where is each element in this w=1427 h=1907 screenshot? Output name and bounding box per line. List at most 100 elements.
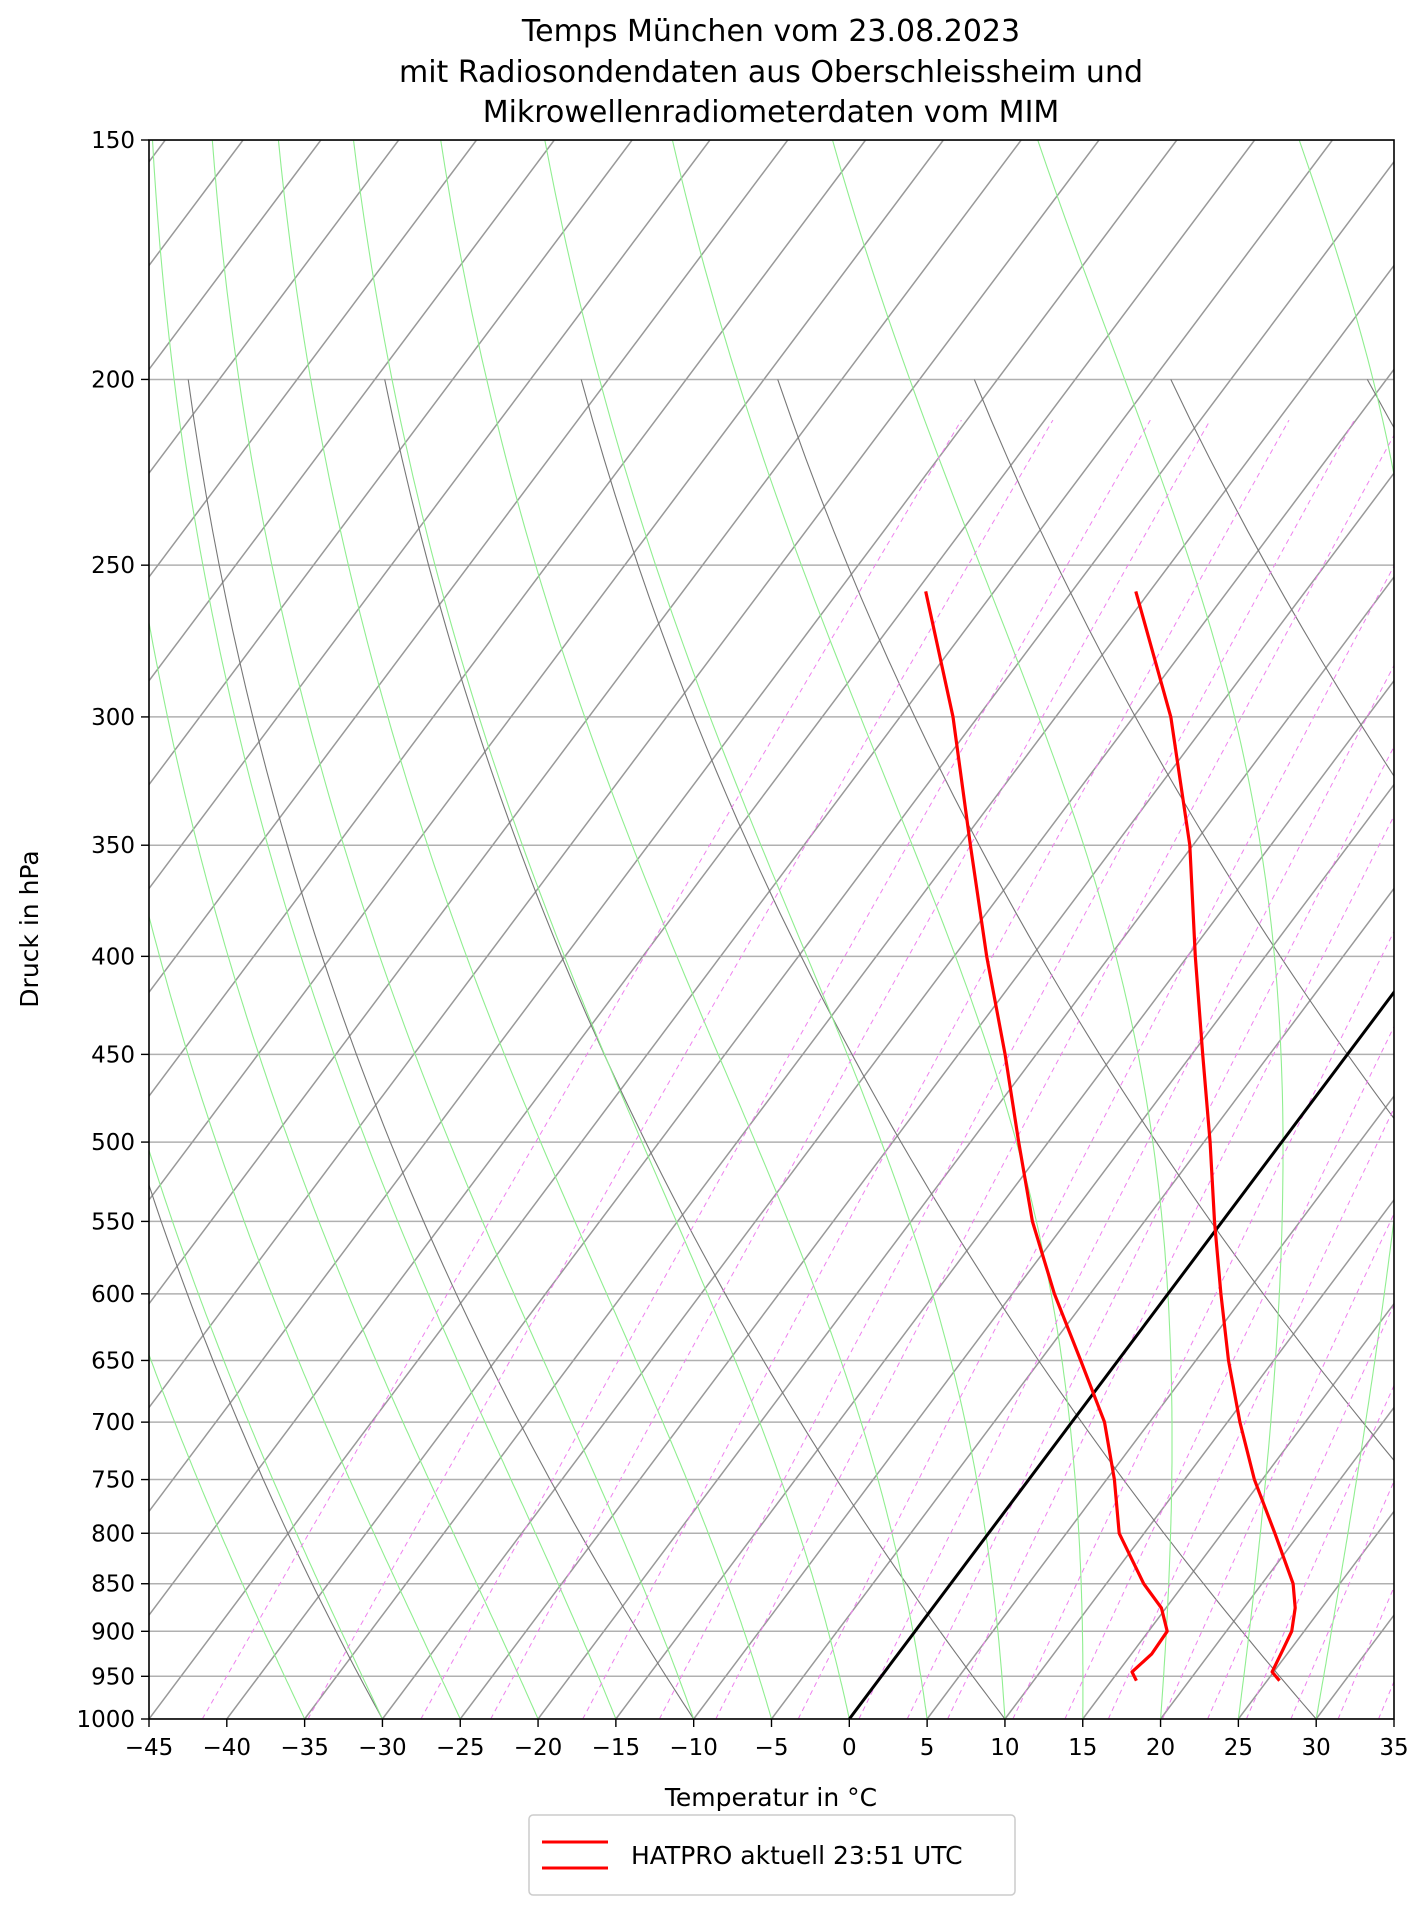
isotherm--5 xyxy=(770,887,1394,1719)
isotherm-5 xyxy=(926,1094,1394,1719)
x-axis-label: Temperatur in °C xyxy=(664,1783,877,1812)
y-tick-label: 900 xyxy=(91,1619,135,1645)
mixing-ratio-18 xyxy=(1207,1303,1394,1719)
dry-adiabat-70 xyxy=(973,379,1394,1120)
isotherm--50 xyxy=(149,140,1256,1617)
dry-adiabat--10 xyxy=(187,379,695,1719)
x-tick-label: −30 xyxy=(358,1735,407,1761)
x-tick-label: 0 xyxy=(842,1735,857,1761)
moist-adiabat--15 xyxy=(151,140,617,1719)
series-dewpoint xyxy=(924,591,1169,1682)
y-tick-label: 200 xyxy=(91,367,135,393)
y-tick-label: 450 xyxy=(91,1042,135,1068)
mixing-ratio-0.1 xyxy=(201,419,962,1719)
isotherm--90 xyxy=(149,140,633,786)
y-axis-label: Druck in hPa xyxy=(15,850,44,1007)
isotherm--20 xyxy=(537,575,1394,1719)
y-tick-label: 650 xyxy=(91,1348,135,1374)
mixing-ratio-12 xyxy=(1107,1107,1394,1719)
y-tick-label: 800 xyxy=(91,1521,135,1547)
mixing-ratio-0.2 xyxy=(307,419,1054,1719)
x-tick-label: −15 xyxy=(592,1735,641,1761)
chart-title: Temps München vom 23.08.2023 mit Radioso… xyxy=(399,14,1143,130)
isotherm--80 xyxy=(149,140,789,994)
moist-adiabat-35 xyxy=(1393,1716,1394,1719)
moist-adiabat-25 xyxy=(1037,140,1284,1719)
background-grid xyxy=(0,140,1394,1719)
moist-adiabat-10 xyxy=(544,140,1006,1719)
isotherm--130 xyxy=(0,140,10,1719)
mixing-ratio-3 xyxy=(797,564,1394,1719)
isotherm--85 xyxy=(149,140,711,890)
isotherm--55 xyxy=(149,140,1178,1513)
isotherm-10 xyxy=(1004,1198,1394,1719)
y-tick-label: 550 xyxy=(91,1209,135,1235)
y-tick-label: 850 xyxy=(91,1572,135,1598)
isotherm--60 xyxy=(149,140,1100,1409)
x-tick-label: 5 xyxy=(920,1735,935,1761)
mixing-ratio-4 xyxy=(858,664,1394,1719)
isotherm-15 xyxy=(1082,1302,1394,1719)
y-tick-label: 250 xyxy=(91,553,135,579)
title-line-2: mit Radiosondendaten aus Oberschleisshei… xyxy=(399,55,1143,90)
mixing-ratio-25 xyxy=(1290,1480,1394,1719)
mixing-ratio-15 xyxy=(1162,1212,1394,1719)
x-tick-label: 15 xyxy=(1068,1735,1097,1761)
dry-adiabat-50 xyxy=(777,379,1394,1462)
mixing-ratio-0.6 xyxy=(490,419,1211,1719)
mixing-ratio-6 xyxy=(947,814,1394,1719)
y-tick-label: 300 xyxy=(91,705,135,731)
mixing-ratio-5 xyxy=(906,745,1394,1719)
isotherm--10 xyxy=(693,783,1394,1719)
mixing-ratio-10 xyxy=(1064,1025,1394,1719)
title-line-3: Mikrowellenradiometerdaten vom MIM xyxy=(483,95,1060,130)
mixing-ratio-0.4 xyxy=(420,419,1151,1719)
legend: HATPRO aktuell 23:51 UTC xyxy=(528,1814,1016,1896)
y-tick-label: 150 xyxy=(91,128,135,154)
x-tick-label: −35 xyxy=(280,1735,329,1761)
y-tick-label: 400 xyxy=(91,944,135,970)
axis-ticks: −45 −40 −35 −30 −25 −20 −15 −10 −5 0 5 10 15 20 25 30 35… xyxy=(76,128,1408,1761)
moist-adiabat--10 xyxy=(211,140,695,1719)
dry-adiabat-10 xyxy=(384,379,1006,1719)
moist-adiabat-0 xyxy=(352,140,850,1719)
isotherm--75 xyxy=(149,140,867,1098)
isotherm--40 xyxy=(226,160,1394,1719)
series-layer xyxy=(848,590,1394,1719)
mixing-ratio-30 xyxy=(1337,1585,1394,1719)
x-tick-label: −40 xyxy=(203,1735,252,1761)
moist-adiabat--35 xyxy=(149,1353,306,1719)
y-tick-label: 600 xyxy=(91,1282,135,1308)
x-tick-label: 10 xyxy=(990,1735,1019,1761)
y-tick-label: 350 xyxy=(91,833,135,859)
mixing-ratio-2 xyxy=(715,434,1394,1719)
moist-adiabat--5 xyxy=(277,140,773,1719)
isotherm--65 xyxy=(149,140,1022,1305)
mixing-ratio-21 xyxy=(1245,1384,1394,1719)
mixing-ratio-1.5 xyxy=(658,419,1355,1719)
legend-box xyxy=(528,1814,1016,1896)
moist-adiabat-30 xyxy=(1298,140,1394,1719)
title-line-1: Temps München vom 23.08.2023 xyxy=(521,14,1020,49)
isotherm--35 xyxy=(304,264,1394,1719)
mixing-ratio-8 xyxy=(1012,930,1394,1719)
y-tick-label: 950 xyxy=(91,1664,135,1690)
isotherm--25 xyxy=(459,471,1394,1719)
isotherm-35 xyxy=(1393,1717,1394,1719)
x-tick-label: 35 xyxy=(1379,1735,1408,1761)
isotherm--70 xyxy=(149,140,944,1202)
moist-adiabat-5 xyxy=(440,140,928,1719)
x-tick-label: 30 xyxy=(1302,1735,1331,1761)
moist-adiabat--20 xyxy=(149,619,539,1719)
dry-adiabat--30 xyxy=(149,1183,383,1719)
isotherm--30 xyxy=(381,368,1394,1719)
moist-adiabat--30 xyxy=(149,1148,383,1719)
x-tick-label: −25 xyxy=(436,1735,485,1761)
x-tick-label: 20 xyxy=(1146,1735,1175,1761)
y-tick-label: 750 xyxy=(91,1468,135,1494)
x-tick-label: −10 xyxy=(669,1735,718,1761)
x-tick-label: 25 xyxy=(1224,1735,1253,1761)
series-temperature xyxy=(1134,590,1297,1682)
zero-isotherm xyxy=(848,989,1394,1719)
